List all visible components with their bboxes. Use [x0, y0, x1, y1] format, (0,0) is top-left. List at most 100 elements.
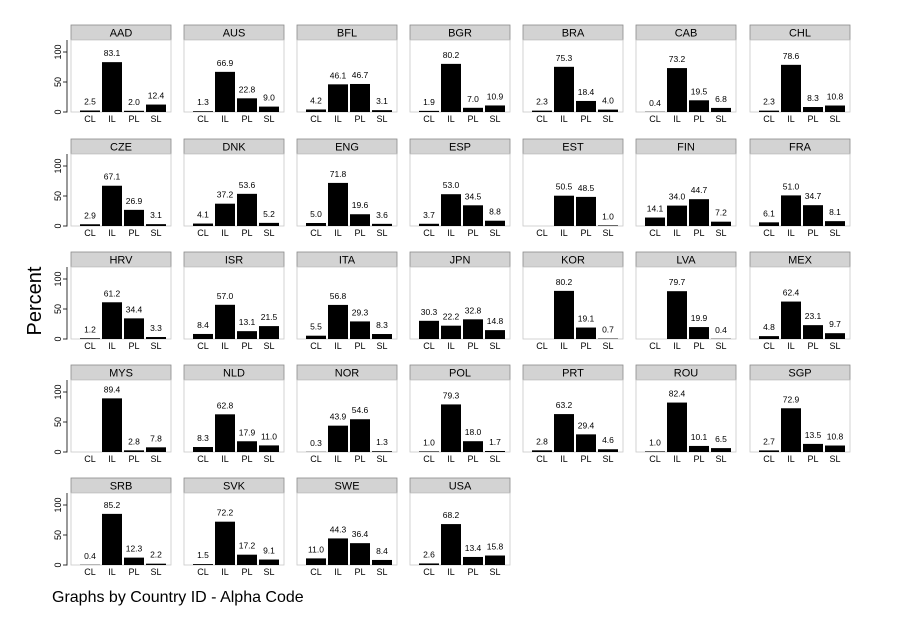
bar-pl — [124, 209, 144, 226]
x-tick-label: PL — [467, 228, 478, 238]
bar-pl — [463, 556, 483, 565]
x-tick-label: SL — [150, 341, 161, 351]
bar-cl — [419, 320, 439, 339]
bar-sl — [598, 449, 618, 452]
data-label: 46.7 — [352, 70, 369, 80]
bar-sl — [825, 221, 845, 226]
bar-sl — [711, 221, 731, 226]
x-tick-label: PL — [467, 567, 478, 577]
bar-pl — [803, 205, 823, 226]
bar-il — [554, 290, 574, 339]
data-label: 0.4 — [649, 98, 661, 108]
x-tick-label: IL — [787, 114, 795, 124]
panel-title: BRA — [562, 28, 585, 40]
data-label: 0.3 — [310, 438, 322, 448]
bar-pl — [237, 441, 257, 452]
bar-il — [781, 64, 801, 112]
x-tick-label: CL — [310, 341, 322, 351]
x-tick-label: IL — [447, 454, 455, 464]
data-label: 14.1 — [647, 204, 664, 214]
data-label: 7.0 — [467, 94, 479, 104]
x-tick-label: CL — [197, 228, 209, 238]
x-tick-label: SL — [150, 228, 161, 238]
panel-title: BFL — [337, 28, 357, 40]
x-tick-label: IL — [108, 341, 116, 351]
data-label: 34.5 — [465, 191, 482, 201]
panel-title: MYS — [109, 368, 133, 380]
x-tick-label: CL — [423, 567, 435, 577]
x-tick-label: SL — [150, 567, 161, 577]
bar-il — [781, 195, 801, 226]
data-label: 78.6 — [783, 51, 800, 61]
bar-sl — [598, 109, 618, 112]
data-label: 62.8 — [217, 400, 234, 410]
bar-il — [781, 408, 801, 452]
x-tick-label: PL — [128, 114, 139, 124]
bar-cl — [532, 110, 552, 112]
x-tick-label: CL — [536, 341, 548, 351]
x-tick-label: IL — [447, 341, 455, 351]
x-tick-label: CL — [310, 114, 322, 124]
bar-il — [328, 182, 348, 226]
x-tick-label: CL — [649, 341, 661, 351]
panel-title: ITA — [339, 255, 356, 267]
panel-srb: SRB 0.4 85.2 12.3 2.2 CL IL PL SL 0 50 100 — [53, 477, 172, 577]
data-label: 18.4 — [578, 87, 595, 97]
panel-bfl: BFL 4.2 46.1 46.7 3.1 CL IL PL SL — [296, 24, 398, 124]
x-tick-label: IL — [447, 567, 455, 577]
data-label: 5.2 — [263, 209, 275, 219]
data-label: 3.1 — [376, 96, 388, 106]
panel-ita: ITA 5.5 56.8 29.3 8.3 CL IL PL SL — [296, 251, 398, 351]
x-tick-label: SL — [715, 341, 726, 351]
x-tick-label: CL — [763, 228, 775, 238]
panel-title: AUS — [223, 28, 246, 40]
bar-sl — [711, 448, 731, 452]
y-tick-label: 0 — [53, 336, 63, 341]
bar-il — [554, 66, 574, 112]
data-label: 1.9 — [423, 97, 435, 107]
panel-title: ROU — [674, 368, 699, 380]
panel-title: FRA — [789, 142, 812, 154]
bar-sl — [372, 559, 392, 565]
data-label: 7.8 — [150, 433, 162, 443]
x-tick-label: PL — [128, 341, 139, 351]
bar-cl — [193, 564, 213, 565]
data-label: 1.3 — [197, 97, 209, 107]
data-label: 1.7 — [489, 437, 501, 447]
data-label: 10.8 — [827, 92, 844, 102]
x-tick-label: CL — [763, 114, 775, 124]
x-tick-label: SL — [715, 454, 726, 464]
data-label: 8.3 — [197, 433, 209, 443]
panel-title: HRV — [109, 255, 133, 267]
y-tick-label: 100 — [53, 271, 63, 286]
data-label: 68.2 — [443, 510, 460, 520]
bar-pl — [576, 196, 596, 226]
panel-sgp: SGP 2.7 72.9 13.5 10.8 CL IL PL SL — [749, 364, 851, 464]
data-label: 3.6 — [376, 210, 388, 220]
bar-pl — [350, 214, 370, 226]
x-tick-label: CL — [197, 114, 209, 124]
bar-pl — [803, 325, 823, 339]
bar-cl — [306, 558, 326, 565]
panel-svk: SVK 1.5 72.2 17.2 9.1 CL IL PL SL — [183, 477, 285, 577]
x-tick-label: PL — [693, 341, 704, 351]
x-tick-label: PL — [467, 454, 478, 464]
x-tick-label: PL — [807, 341, 818, 351]
panel-jpn: JPN 30.3 22.2 32.8 14.8 CL IL PL SL — [409, 251, 511, 351]
data-label: 2.8 — [128, 436, 140, 446]
bar-pl — [803, 107, 823, 112]
bar-pl — [237, 193, 257, 226]
panel-title: POL — [449, 368, 471, 380]
panel-title: AAD — [110, 28, 133, 40]
x-tick-label: SL — [376, 114, 387, 124]
bar-pl — [350, 83, 370, 112]
x-tick-label: PL — [580, 341, 591, 351]
data-label: 73.2 — [669, 54, 686, 64]
x-tick-label: CL — [84, 454, 96, 464]
x-tick-label: SL — [263, 228, 274, 238]
x-tick-label: SL — [829, 228, 840, 238]
panel-title: SGP — [788, 368, 811, 380]
data-label: 46.1 — [330, 70, 347, 80]
y-tick-label: 100 — [53, 497, 63, 512]
bar-sl — [259, 559, 279, 565]
